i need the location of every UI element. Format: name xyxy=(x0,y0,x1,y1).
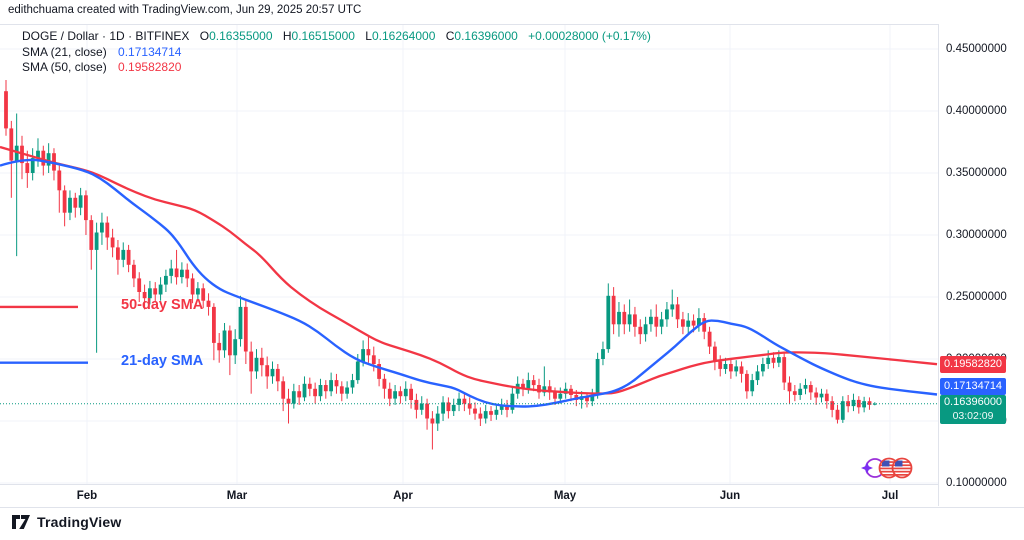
high-label: H xyxy=(282,29,292,43)
attribution-text: edithchuama created with TradingView.com… xyxy=(8,4,362,16)
sma21-indicator-label[interactable]: SMA (21, close) xyxy=(22,44,107,59)
sparkle-icon[interactable] xyxy=(861,462,873,474)
time-axis[interactable]: Feb Mar Apr May Jun Jul xyxy=(0,484,1024,508)
sma50-annotation-label[interactable]: 50-day SMA xyxy=(121,296,204,313)
sma21-indicator-value: 0.17134714 xyxy=(118,44,182,59)
candlestick-chart[interactable] xyxy=(0,0,938,540)
sma50-line[interactable] xyxy=(0,145,938,395)
event-marker-cluster[interactable] xyxy=(858,453,918,483)
tradingview-watermark[interactable]: TradingView xyxy=(12,514,121,530)
close-value: 0.16396000 xyxy=(454,29,518,43)
interval-label[interactable]: 1D xyxy=(109,29,125,43)
month-label-apr: Apr xyxy=(393,490,413,502)
close-label: C xyxy=(445,29,455,43)
high-value: 0.16515000 xyxy=(291,29,355,43)
legend-separator: · xyxy=(128,29,133,43)
month-label-feb: Feb xyxy=(76,490,98,502)
price-tick-label: 0.10000000 xyxy=(946,476,1007,489)
sma21-price-badge: 0.17134714 xyxy=(940,378,1006,396)
month-label-may: May xyxy=(553,490,577,502)
symbol-title[interactable]: DOGE / Dollar xyxy=(22,29,99,43)
gridlines xyxy=(0,24,938,484)
month-label-jul: Jul xyxy=(881,490,899,502)
last-price-badge: 0.16396000 03:02:09 xyxy=(940,395,1006,425)
price-tick-label: 0.25000000 xyxy=(946,290,1007,303)
us-flag-icon[interactable] xyxy=(891,457,913,479)
low-label: L xyxy=(365,29,372,43)
open-label: O xyxy=(199,29,210,43)
legend-separator: · xyxy=(102,29,107,43)
change-value: +0.00028000 (+0.17%) xyxy=(528,29,651,43)
price-tick-label: 0.40000000 xyxy=(946,104,1007,117)
annotation-lines[interactable] xyxy=(0,305,88,364)
price-tick-label: 0.35000000 xyxy=(946,166,1007,179)
sma50-indicator-label[interactable]: SMA (50, close) xyxy=(22,60,107,74)
open-value: 0.16355000 xyxy=(209,29,273,43)
sma50-indicator-value: 0.19582820 xyxy=(118,60,182,74)
sma50-price-badge: 0.19582820 xyxy=(940,355,1006,373)
sma21-line[interactable] xyxy=(0,158,938,408)
exchange-label: BITFINEX xyxy=(135,29,190,43)
tradingview-logo-icon xyxy=(12,515,30,529)
candlestick-series[interactable] xyxy=(4,80,877,450)
legend-sma50-row[interactable]: SMA (50, close) 0.19582820 xyxy=(22,60,651,76)
price-axis[interactable]: 0.19582820 0.17134714 0.16396000 03:02:0… xyxy=(938,24,1024,506)
last-price-value: 0.16396000 xyxy=(943,396,1003,409)
header-divider xyxy=(0,24,1024,25)
low-value: 0.16264000 xyxy=(371,29,436,43)
legend-sma21-row[interactable]: SMA (21, close) 0.17134714 xyxy=(22,45,651,61)
legend-symbol-row[interactable]: DOGE / Dollar · 1D · BITFINEX O0.1635500… xyxy=(22,29,651,45)
month-label-mar: Mar xyxy=(226,490,248,502)
month-label-jun: Jun xyxy=(719,490,741,502)
price-tick-label: 0.45000000 xyxy=(946,42,1007,55)
sma21-annotation-label[interactable]: 21-day SMA xyxy=(121,352,204,369)
bar-countdown: 03:02:09 xyxy=(952,409,994,422)
price-tick-label: 0.30000000 xyxy=(946,228,1007,241)
watermark-text: TradingView xyxy=(37,514,122,530)
legend: DOGE / Dollar · 1D · BITFINEX O0.1635500… xyxy=(22,29,651,76)
